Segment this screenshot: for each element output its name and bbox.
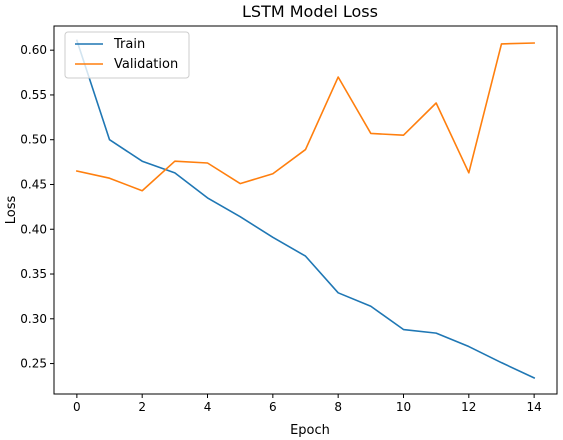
chart-title: LSTM Model Loss	[242, 2, 378, 21]
y-tick-label: 0.50	[20, 133, 47, 147]
x-tick-label: 10	[396, 400, 411, 414]
y-axis-label: Loss	[4, 196, 19, 225]
x-tick-label: 12	[461, 400, 476, 414]
y-tick-label: 0.40	[20, 222, 47, 236]
legend-validation-label: Validation	[114, 57, 178, 72]
y-tick-label: 0.60	[20, 43, 47, 57]
x-tick-label: 14	[526, 400, 541, 414]
x-tick-label: 4	[204, 400, 212, 414]
series-layer	[75, 39, 536, 379]
x-axis-label: Epoch	[290, 423, 330, 438]
x-tick-label: 6	[269, 400, 277, 414]
x-tick-label: 0	[73, 400, 81, 414]
y-tick-label: 0.30	[20, 312, 47, 326]
legend: Train Validation	[64, 31, 190, 79]
x-tick-label: 8	[334, 400, 342, 414]
y-tick-label: 0.25	[20, 357, 47, 371]
x-tick-label: 2	[138, 400, 146, 414]
y-tick-label: 0.55	[20, 88, 47, 102]
y-tick-label: 0.35	[20, 267, 47, 281]
y-tick-label: 0.45	[20, 177, 47, 191]
plot-frame	[53, 25, 558, 395]
tick-layer: 0 2 4 6 8 10 12 14 0.25 0.30 0.35 0.40 0.45 0.50 0.55 0…	[20, 43, 541, 414]
legend-train-label: Train	[113, 37, 145, 52]
